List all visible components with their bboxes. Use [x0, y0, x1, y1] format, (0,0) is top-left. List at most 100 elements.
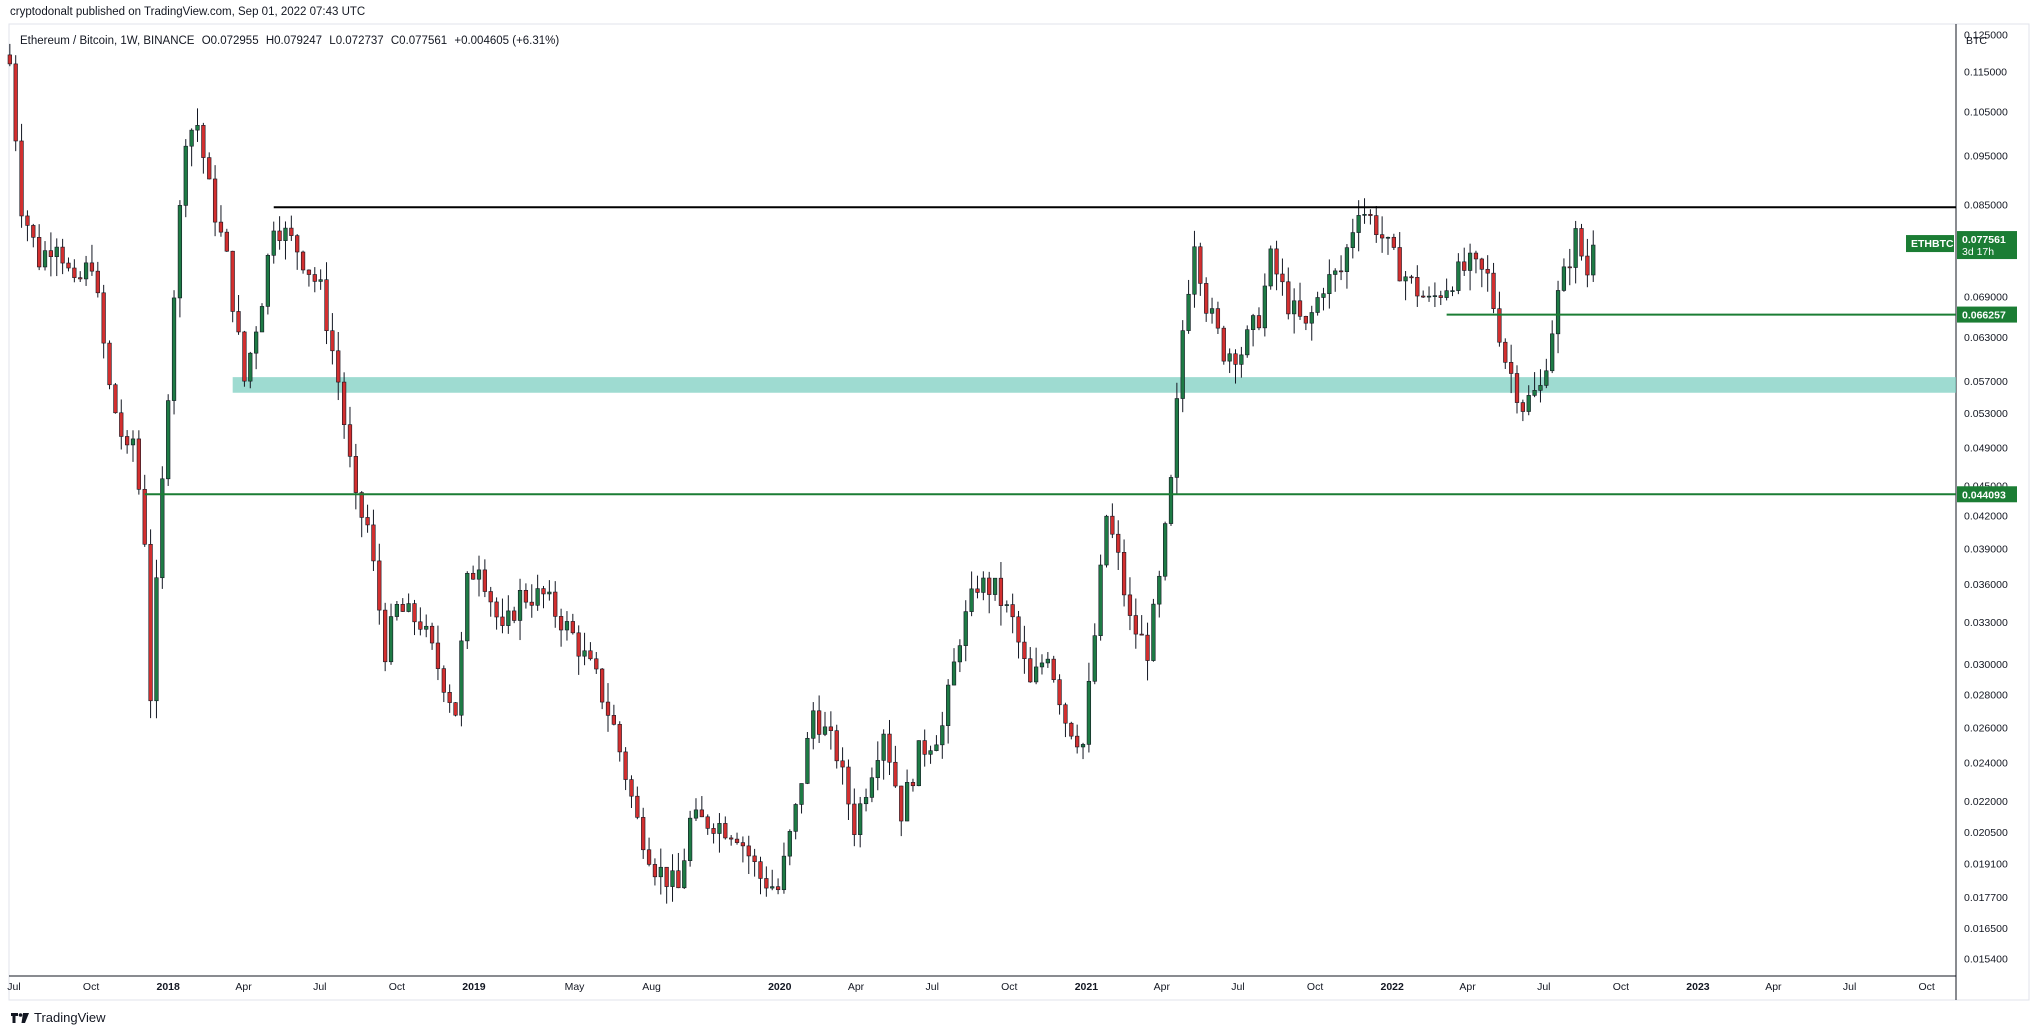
candle-up — [283, 227, 288, 241]
candle-up — [916, 740, 921, 787]
x-tick-label: Apr — [1459, 981, 1476, 993]
candle-down — [1110, 515, 1115, 535]
candle-down — [887, 733, 892, 763]
candle-down — [775, 886, 781, 891]
y-tick-label: 0.019100 — [1964, 858, 2008, 870]
candle-up — [1526, 395, 1531, 412]
candle-down — [512, 610, 517, 621]
y-tick-label: 0.042000 — [1964, 511, 2008, 523]
candle-down — [101, 292, 106, 344]
x-tick-label: 2020 — [768, 981, 792, 993]
candle-down — [37, 237, 42, 268]
y-tick-label: 0.022000 — [1964, 796, 2008, 808]
candle-down — [142, 489, 147, 545]
candle-up — [811, 710, 816, 739]
candle-down — [207, 157, 212, 180]
candle-up — [1098, 564, 1103, 636]
candle-down — [78, 277, 83, 280]
candle-up — [189, 129, 194, 147]
y-tick-label: 0.049000 — [1964, 443, 2008, 455]
candle-down — [817, 710, 822, 735]
candle-down — [1051, 658, 1056, 680]
candle-up — [875, 760, 880, 779]
candle-down — [1567, 266, 1572, 269]
x-tick-label: Jul — [1231, 981, 1244, 993]
candle-down — [834, 730, 839, 762]
candle-down — [600, 668, 605, 703]
candle-down — [236, 311, 241, 333]
y-tick-label: 0.069000 — [1964, 292, 2008, 304]
candle-up — [1444, 290, 1449, 298]
x-tick-label: Oct — [1613, 981, 1629, 993]
candle-down — [13, 63, 18, 142]
candle-up — [1344, 247, 1350, 272]
y-tick-label: 0.105000 — [1964, 106, 2008, 118]
candle-up — [1151, 603, 1156, 661]
candle-down — [19, 140, 24, 217]
candle-up — [1268, 248, 1273, 287]
candle-down — [72, 267, 77, 278]
candle-down — [113, 384, 118, 414]
candle-down — [1503, 341, 1508, 363]
y-tick-label: 0.057000 — [1964, 376, 2008, 388]
y-tick-label: 0.115000 — [1964, 66, 2007, 78]
candle-down — [699, 809, 704, 818]
candle-up — [160, 478, 165, 579]
candle-down — [1139, 633, 1144, 636]
candle-down — [306, 269, 312, 275]
candle-up — [1327, 274, 1332, 294]
candle-up — [1004, 604, 1009, 606]
legend-open: O0.072955 — [201, 35, 259, 47]
candle-up — [424, 625, 429, 630]
candle-down — [605, 701, 611, 716]
candle-up — [1450, 290, 1455, 292]
candle-up — [658, 866, 663, 878]
candle-down — [1256, 315, 1262, 329]
candle-down — [1421, 295, 1426, 298]
candle-up — [717, 823, 722, 834]
candle-up — [154, 577, 159, 702]
candle-up — [248, 352, 253, 382]
candle-up — [166, 400, 171, 480]
candle-up — [517, 589, 523, 621]
candle-down — [1415, 277, 1420, 297]
candle-down — [635, 795, 640, 818]
candle-down — [746, 845, 751, 857]
candle-down — [1303, 315, 1309, 324]
candle-up — [793, 804, 798, 832]
candle-down — [1397, 247, 1402, 282]
price-axis-title: BTC — [1966, 35, 1987, 47]
candle-up — [42, 250, 48, 268]
candle-down — [371, 524, 376, 562]
x-tick-label: 2023 — [1686, 981, 1710, 993]
candle-down — [617, 724, 622, 753]
candle-up — [805, 737, 810, 784]
candle-down — [1233, 353, 1238, 365]
candle-down — [336, 350, 341, 383]
candle-down — [441, 668, 446, 693]
candle-up — [459, 640, 464, 716]
last-price-bg — [1957, 231, 2017, 260]
legend-symbol: Ethereum / Bitcoin, 1W, BINANCE — [20, 35, 195, 47]
candle-down — [289, 227, 294, 236]
candle-up — [1362, 213, 1367, 216]
candle-down — [1297, 300, 1303, 317]
candle-down — [201, 125, 206, 158]
candle-down — [1280, 273, 1285, 283]
candle-up — [83, 262, 89, 280]
candle-down — [1198, 246, 1203, 284]
candle-up — [271, 230, 276, 256]
candle-down — [435, 642, 441, 669]
candle-down — [1274, 248, 1279, 275]
y-tick-label: 0.016500 — [1964, 923, 2008, 935]
candle-down — [1022, 641, 1027, 660]
candle-down — [95, 270, 100, 294]
candle-down — [1121, 552, 1127, 596]
candle-up — [1456, 261, 1461, 291]
candle-up — [1174, 398, 1179, 478]
candle-up — [992, 577, 998, 595]
candle-down — [1509, 362, 1514, 374]
legend-high: H0.079247 — [265, 35, 323, 47]
y-tick-label: 0.053000 — [1964, 408, 2008, 420]
